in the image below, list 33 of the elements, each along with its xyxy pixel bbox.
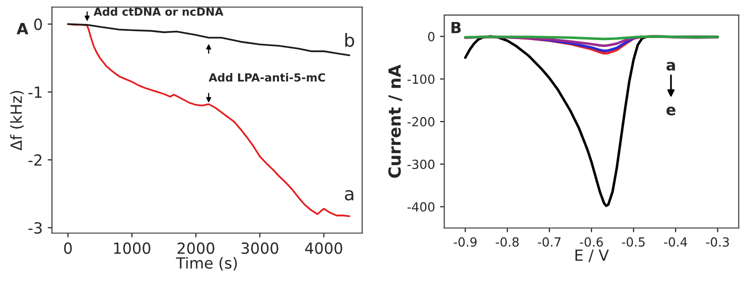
x-tick-label: 3000 bbox=[242, 242, 278, 254]
series-label: b bbox=[345, 33, 354, 47]
x-tick-label: -0.5 bbox=[622, 237, 645, 247]
y-axis-title: Current / nA bbox=[388, 64, 402, 178]
y-tick-label: -1 bbox=[28, 86, 42, 98]
series-label: a bbox=[344, 190, 354, 200]
y-tick-label: -300 bbox=[407, 160, 434, 170]
x-tick-label: 2000 bbox=[178, 242, 214, 254]
y-tick-label: -100 bbox=[407, 74, 434, 84]
x-tick-label: -0.7 bbox=[538, 237, 561, 247]
annotation: Add ctDNA or ncDNA bbox=[94, 7, 224, 16]
annotation: a bbox=[666, 62, 675, 71]
annotation: Add LPA-anti-5-mC bbox=[208, 73, 325, 82]
text: A bbox=[16, 23, 28, 34]
x-tick-label: -0.4 bbox=[664, 237, 688, 247]
x-axis-title: E / V bbox=[576, 250, 609, 262]
y-tick-label: -3 bbox=[28, 222, 42, 234]
y-tick-label: -2 bbox=[28, 154, 42, 166]
x-tick-label: 1000 bbox=[114, 242, 150, 254]
x-tick-label: -0.8 bbox=[496, 237, 519, 247]
x-tick-label: 0 bbox=[64, 242, 72, 254]
y-axis-title: Δf (kHz) bbox=[10, 90, 24, 150]
x-axis-title: Time (s) bbox=[176, 256, 237, 271]
x-tick-label: -0.6 bbox=[580, 237, 603, 247]
x-tick-label: -0.9 bbox=[454, 237, 477, 247]
y-tick-label: 0 bbox=[34, 18, 42, 30]
y-tick-label: -400 bbox=[407, 202, 434, 212]
annotation: e bbox=[666, 106, 676, 116]
annotation: B bbox=[452, 22, 461, 34]
y-tick-label: -200 bbox=[407, 117, 434, 126]
x-tick-label: -0.3 bbox=[706, 237, 729, 247]
x-tick-label: 4000 bbox=[305, 242, 342, 254]
y-tick-label: 0 bbox=[428, 32, 434, 42]
